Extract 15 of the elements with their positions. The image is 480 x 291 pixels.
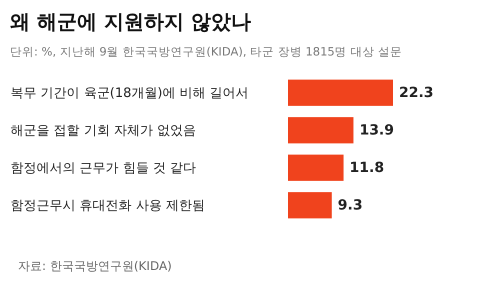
y-tick-label: 복무 기간이 육군(18개월)에 비해 길어서 — [10, 86, 249, 101]
data-label: 11.8 — [350, 160, 384, 176]
chart-title: 왜 해군에 지원하지 않았나 — [10, 10, 251, 34]
y-tick-label: 해군을 접할 기회 자체가 없었음 — [10, 123, 196, 138]
y-tick-label: 함정에서의 근무가 힘들 것 같다 — [10, 160, 196, 176]
bar — [288, 154, 344, 181]
bar — [288, 80, 393, 106]
chart-subtitle: 단위: %, 지난해 9월 한국국방연구원(KIDA), 타군 장병 1815명 대상 설문 — [10, 44, 402, 58]
data-label: 13.9 — [359, 122, 394, 138]
y-tick-label: 함정근무시 휴대전화 사용 제한됨 — [10, 198, 205, 214]
bar — [288, 192, 332, 218]
text: 자료: 한국국방연구원(KIDA) — [18, 258, 172, 275]
data-label: 9.3 — [338, 197, 363, 214]
bar — [288, 117, 354, 144]
data-label: 22.3 — [399, 84, 434, 101]
